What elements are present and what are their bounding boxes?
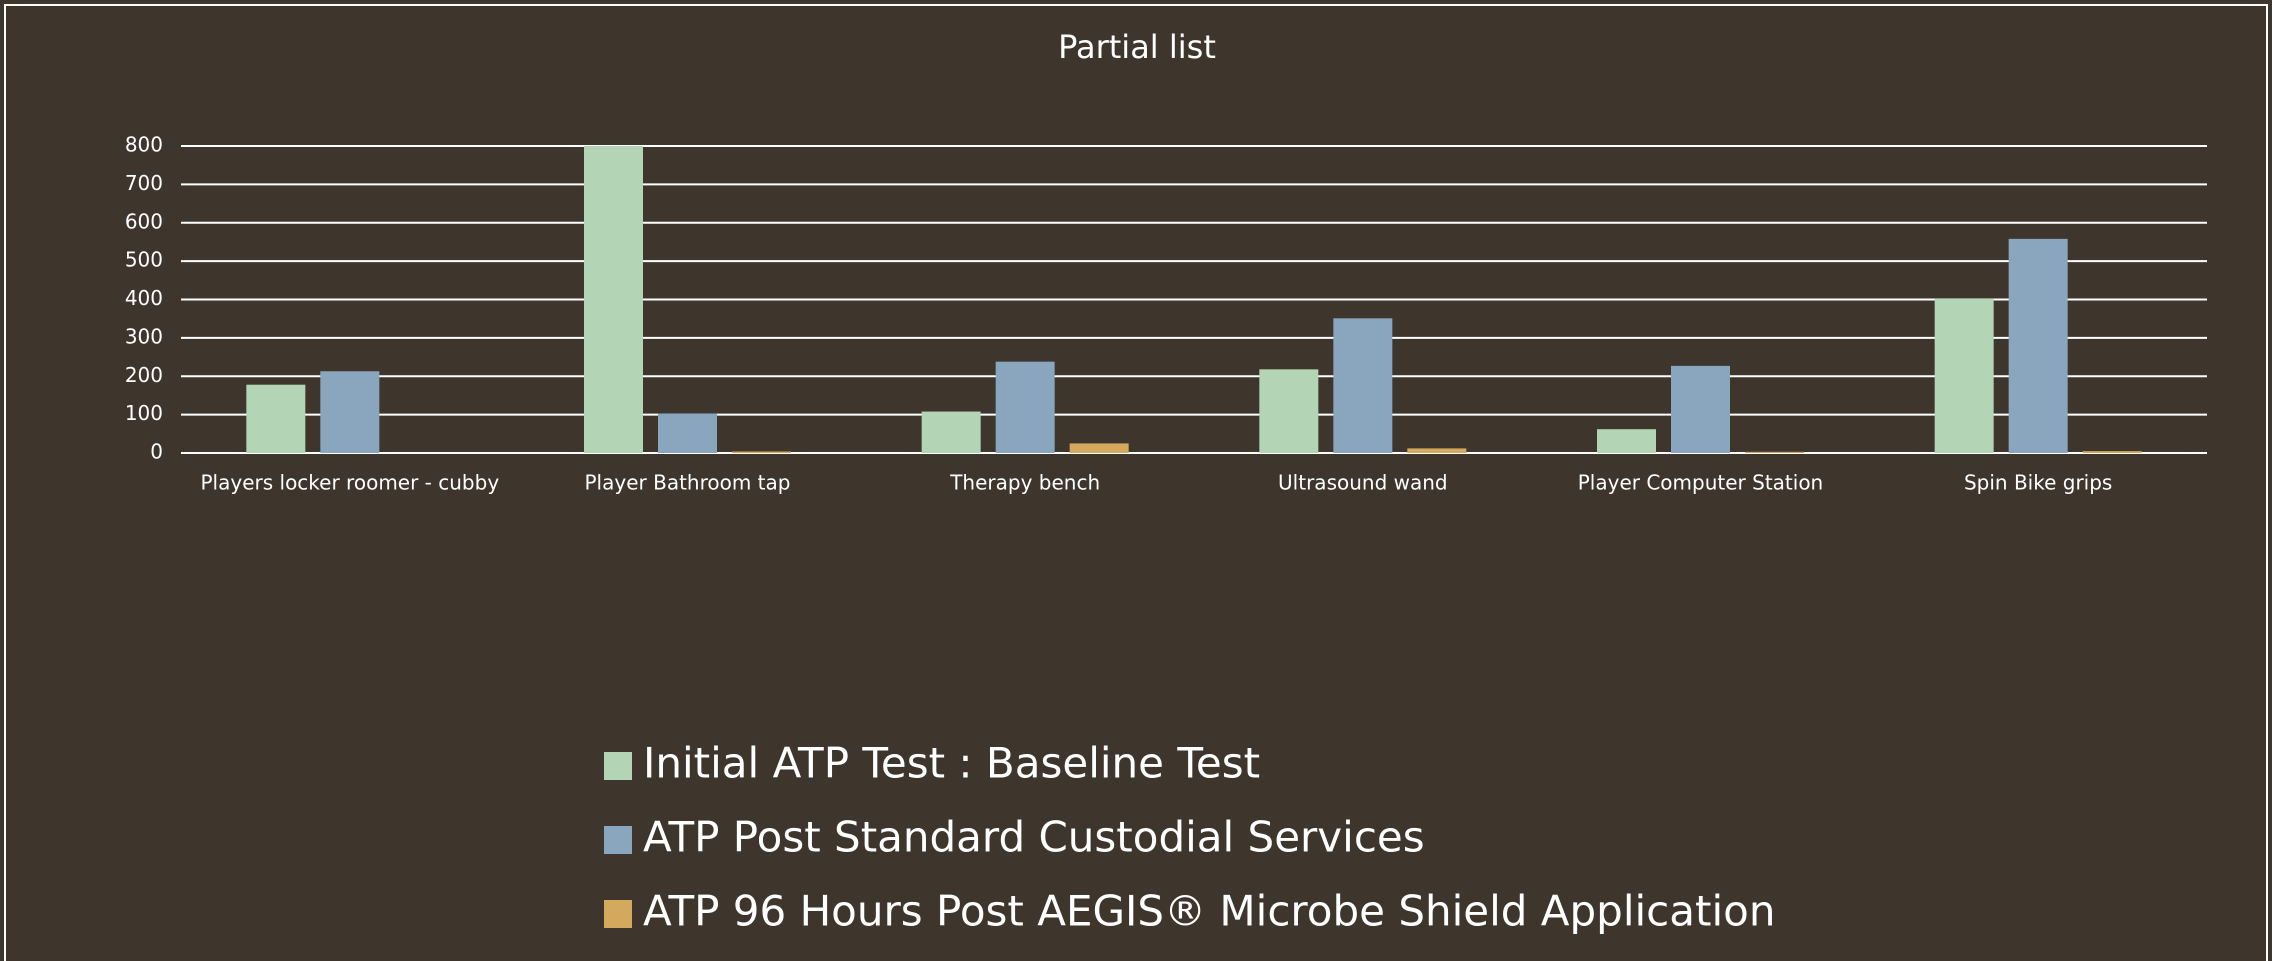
x-tick-label: Ultrasound wand xyxy=(1278,471,1448,495)
y-tick-label: 500 xyxy=(125,248,163,272)
y-tick-label: 400 xyxy=(125,286,163,310)
bar xyxy=(995,361,1055,453)
x-tick-label: Player Computer Station xyxy=(1578,471,1823,495)
bar xyxy=(658,413,717,453)
bar xyxy=(1745,451,1804,453)
y-tick-label: 200 xyxy=(125,363,163,387)
legend-swatch xyxy=(604,900,632,928)
y-tick-label: 800 xyxy=(125,133,163,157)
legend-swatch xyxy=(604,826,632,854)
y-tick-label: 700 xyxy=(125,171,163,195)
x-tick-label: Players locker roomer - cubby xyxy=(201,471,500,495)
bar xyxy=(584,146,643,453)
legend-label: ATP Post Standard Custodial Services xyxy=(643,813,1425,862)
x-tick-label: Spin Bike grips xyxy=(1964,471,2112,495)
legend-swatch xyxy=(604,752,632,780)
bar xyxy=(1934,298,1994,453)
bar xyxy=(1671,365,1730,453)
legend-label: ATP 96 Hours Post AEGIS® Microbe Shield … xyxy=(643,887,1775,936)
y-tick-label: 0 xyxy=(150,440,163,464)
bar xyxy=(1597,429,1656,453)
y-tick-label: 600 xyxy=(125,209,163,233)
bar xyxy=(1069,443,1129,453)
x-tick-label: Therapy bench xyxy=(949,471,1100,495)
bar xyxy=(246,384,306,453)
bar xyxy=(2082,451,2142,453)
y-tick-label: 100 xyxy=(125,401,163,425)
bar xyxy=(921,411,981,453)
bar xyxy=(320,371,380,453)
bar xyxy=(2008,238,2068,453)
bar xyxy=(1333,318,1393,453)
bar xyxy=(732,451,791,453)
y-tick-label: 300 xyxy=(125,324,163,348)
legend-label: Initial ATP Test : Baseline Test xyxy=(643,739,1260,788)
frame xyxy=(4,4,2268,961)
bar xyxy=(1259,369,1319,453)
chart-title: Partial list xyxy=(1058,28,1216,66)
x-tick-label: Player Bathroom tap xyxy=(585,471,791,495)
bar xyxy=(1407,448,1467,453)
